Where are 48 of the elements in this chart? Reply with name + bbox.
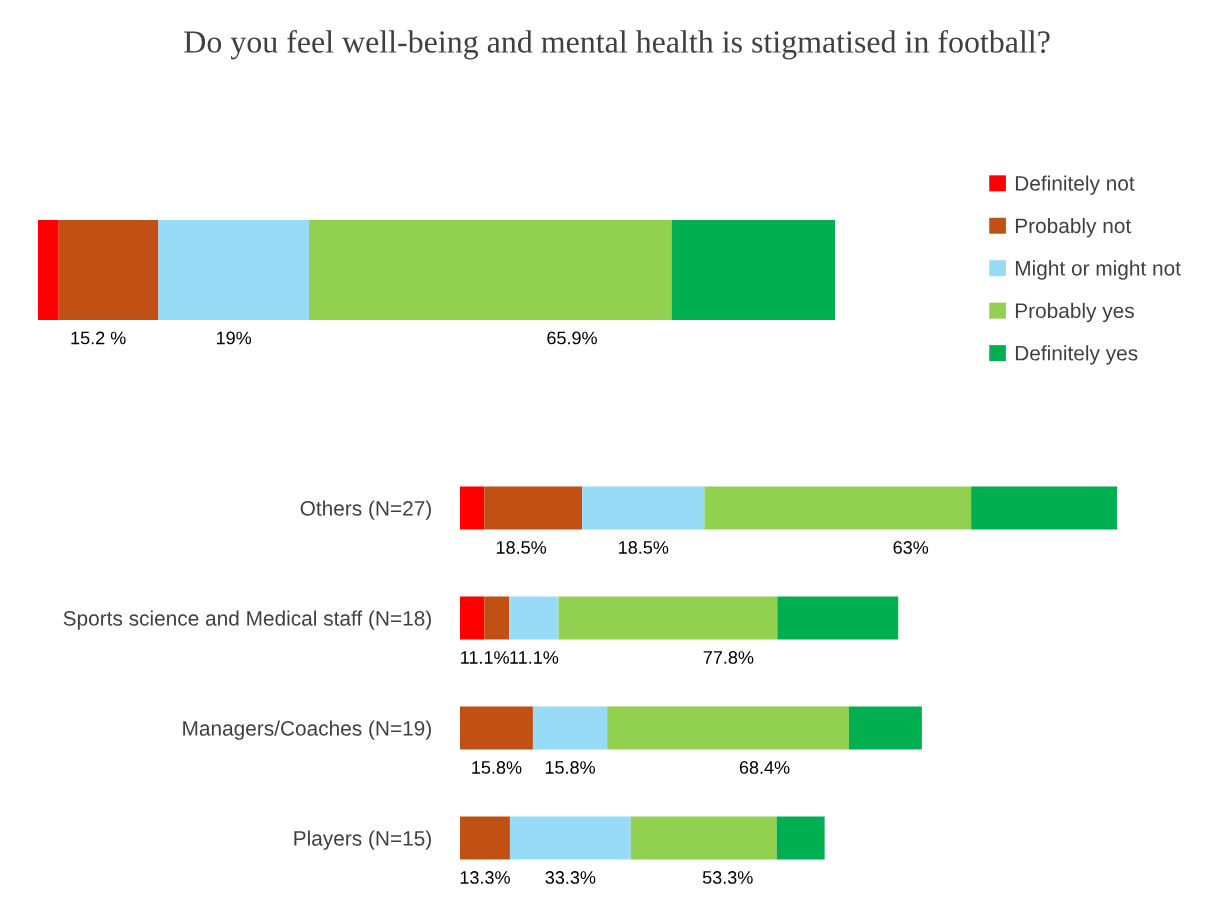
y-tick-label: Sports science and Medical staff (N=18) xyxy=(63,610,431,630)
legend-label: Probably yes xyxy=(1015,302,1134,323)
annotation: 15.8% xyxy=(545,761,595,774)
bar xyxy=(460,486,485,530)
annotation: 15.8% xyxy=(472,761,522,774)
text: 19% xyxy=(216,331,252,345)
bar xyxy=(704,486,972,530)
annotation: 18.5% xyxy=(496,541,547,554)
text: 65.9% xyxy=(547,331,597,345)
annotation: 68.4% xyxy=(739,761,790,774)
bar xyxy=(158,220,309,320)
bar xyxy=(460,596,485,640)
annotation: 33.3% xyxy=(545,871,596,884)
bar xyxy=(971,486,1117,530)
annotation: 63% xyxy=(893,541,929,554)
text: 15.2 % xyxy=(71,331,126,345)
bar xyxy=(777,596,899,640)
annotation: 77.8% xyxy=(703,651,754,664)
bar xyxy=(630,816,777,860)
bar xyxy=(460,816,510,860)
chart-title: Do you feel well-being and mental health is stigmatised in football? xyxy=(184,30,1050,60)
legend-label: Probably not xyxy=(1015,217,1132,238)
legend-label: Might or might not xyxy=(1015,260,1181,280)
y-tick-label: Players (N=15) xyxy=(294,830,431,850)
annotation: 53.3% xyxy=(702,871,753,884)
bar xyxy=(671,220,835,320)
annotation: 11.1% xyxy=(461,651,509,664)
annotation: 13.3% xyxy=(460,871,510,884)
bar xyxy=(558,596,778,640)
annotation: 18.5% xyxy=(619,541,669,554)
bar xyxy=(776,816,825,860)
bar xyxy=(484,486,583,530)
bar xyxy=(532,706,608,750)
bar xyxy=(582,486,705,530)
bar xyxy=(509,816,631,860)
bar xyxy=(58,220,159,320)
y-tick-label: Managers/Coaches (N=19) xyxy=(183,720,431,740)
legend-label: Definitely yes xyxy=(1015,345,1138,365)
bar xyxy=(308,220,672,320)
bar xyxy=(460,706,533,750)
annotation: 11.1% xyxy=(510,651,559,664)
bar xyxy=(509,596,559,640)
bar xyxy=(484,596,510,640)
y-tick-label: Others (N=27) xyxy=(300,500,431,520)
bar xyxy=(848,706,922,750)
bar xyxy=(38,220,59,320)
bar xyxy=(607,706,849,750)
legend-label: Definitely not xyxy=(1015,175,1135,195)
